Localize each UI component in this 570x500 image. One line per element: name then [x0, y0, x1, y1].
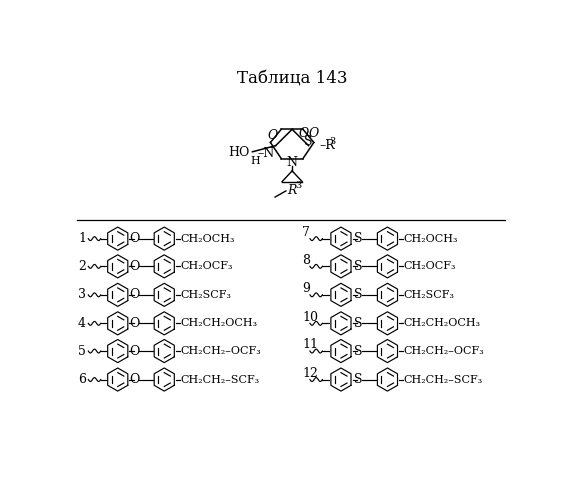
- Text: CH₂OCF₃: CH₂OCF₃: [404, 262, 456, 272]
- Text: –R: –R: [319, 139, 335, 152]
- Text: HO: HO: [228, 146, 249, 159]
- Text: O: O: [129, 288, 140, 302]
- Text: 3: 3: [329, 136, 336, 145]
- Text: N: N: [287, 156, 298, 169]
- Text: 4: 4: [78, 317, 86, 330]
- Text: CH₂OCF₃: CH₂OCF₃: [181, 262, 233, 272]
- Text: Таблица 143: Таблица 143: [237, 71, 347, 88]
- Text: S: S: [354, 232, 363, 245]
- Text: CH₂OCH₃: CH₂OCH₃: [181, 234, 235, 243]
- Text: O: O: [308, 127, 318, 140]
- Text: O: O: [129, 260, 140, 273]
- Text: 1: 1: [78, 232, 86, 245]
- Text: 7: 7: [302, 226, 310, 239]
- Text: 6: 6: [78, 373, 86, 386]
- Text: CH₂CH₂OCH₃: CH₂CH₂OCH₃: [181, 318, 258, 328]
- Text: O: O: [129, 344, 140, 358]
- Text: S: S: [354, 317, 363, 330]
- Text: S: S: [304, 134, 313, 147]
- Text: R: R: [287, 184, 297, 196]
- Text: 10: 10: [302, 310, 318, 324]
- Text: O: O: [299, 127, 309, 140]
- Text: O: O: [129, 317, 140, 330]
- Text: S: S: [354, 288, 363, 302]
- Text: CH₂SCF₃: CH₂SCF₃: [404, 290, 455, 300]
- Text: S: S: [354, 373, 363, 386]
- Text: O: O: [267, 129, 278, 142]
- Text: 5: 5: [78, 344, 86, 358]
- Text: CH₂OCH₃: CH₂OCH₃: [404, 234, 458, 243]
- Text: CH₂CH₂–SCF₃: CH₂CH₂–SCF₃: [404, 374, 483, 384]
- Text: 2: 2: [78, 260, 86, 273]
- Text: 8: 8: [302, 254, 310, 266]
- Text: CH₂CH₂OCH₃: CH₂CH₂OCH₃: [404, 318, 481, 328]
- Text: 3: 3: [78, 288, 86, 302]
- Text: H: H: [251, 156, 260, 166]
- Text: 11: 11: [302, 338, 318, 351]
- Text: CH₂CH₂–OCF₃: CH₂CH₂–OCF₃: [181, 346, 261, 356]
- Text: –N: –N: [257, 147, 274, 160]
- Text: CH₂CH₂–SCF₃: CH₂CH₂–SCF₃: [181, 374, 260, 384]
- Text: 12: 12: [302, 367, 318, 380]
- Text: O: O: [129, 232, 140, 245]
- Text: S: S: [354, 344, 363, 358]
- Text: 9: 9: [302, 282, 310, 295]
- Text: 3: 3: [295, 181, 302, 190]
- Text: O: O: [129, 373, 140, 386]
- Text: CH₂CH₂–OCF₃: CH₂CH₂–OCF₃: [404, 346, 484, 356]
- Text: CH₂SCF₃: CH₂SCF₃: [181, 290, 231, 300]
- Text: S: S: [354, 260, 363, 273]
